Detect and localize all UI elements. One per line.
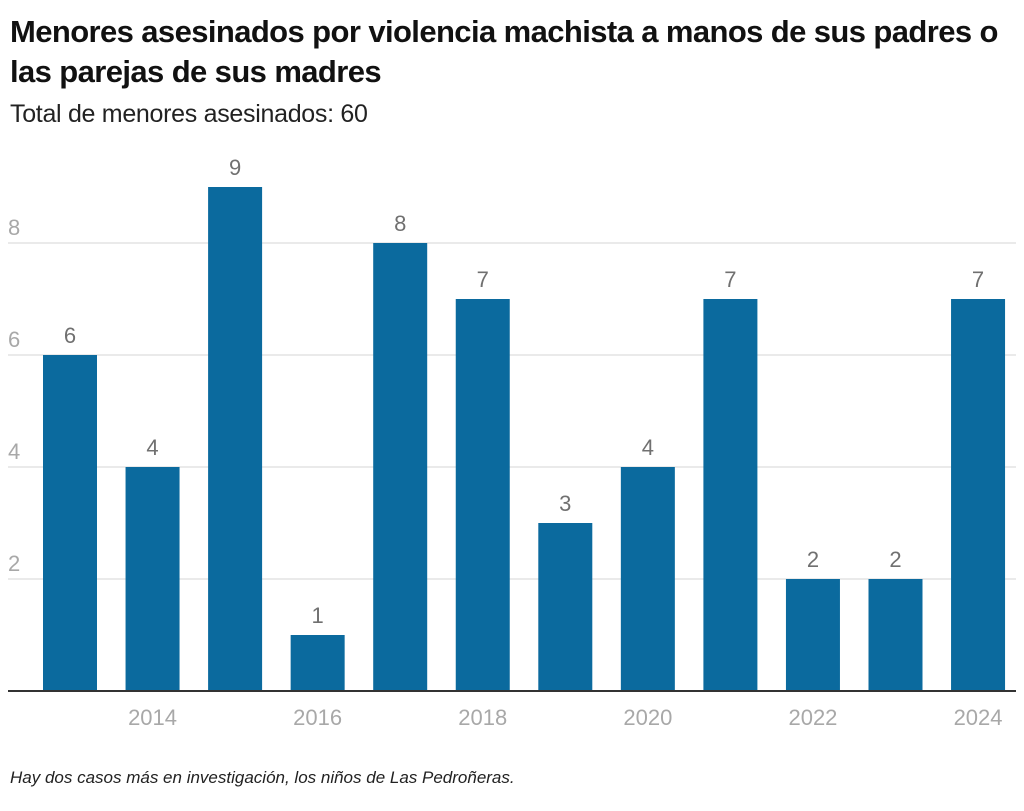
bar-2020	[620, 467, 675, 691]
x-tick-label: 2016	[293, 705, 342, 730]
bar-2015	[208, 187, 263, 691]
value-label-2017: 8	[394, 211, 406, 236]
y-tick-label: 2	[8, 551, 20, 576]
value-label-2023: 2	[889, 547, 901, 572]
bar-2023	[868, 579, 923, 691]
chart-title: Menores asesinados por violencia machist…	[10, 14, 998, 89]
y-tick-label: 4	[8, 439, 20, 464]
bar-2016	[290, 635, 345, 691]
footnote: Hay dos casos más en investigación, los …	[10, 768, 515, 787]
chart-subtitle: Total de menores asesinados: 60	[10, 100, 368, 128]
x-axis-ticks: 2014 2016 2018 2020 2022 2024	[128, 705, 1002, 730]
bar-2014	[125, 467, 180, 691]
y-tick-label: 6	[8, 327, 20, 352]
bar-2017	[373, 243, 428, 691]
bars	[43, 187, 1006, 691]
value-labels: 6 4 9 1 8 7 3 4 7 2 2 7	[64, 155, 984, 628]
bar-2019	[538, 523, 593, 691]
y-axis-ticks: 2 4 6 8	[8, 215, 20, 576]
bar-2021	[703, 299, 758, 691]
y-tick-label: 8	[8, 215, 20, 240]
x-tick-label: 2014	[128, 705, 177, 730]
value-label-2014: 4	[146, 435, 158, 460]
value-label-2019: 3	[559, 491, 571, 516]
value-label-2016: 1	[312, 603, 324, 628]
bar-2018	[455, 299, 510, 691]
bar-2022	[785, 579, 840, 691]
value-label-2015: 9	[229, 155, 241, 180]
x-tick-label: 2024	[954, 705, 1003, 730]
value-label-2022: 2	[807, 547, 819, 572]
bar-2013	[43, 355, 97, 691]
x-tick-label: 2020	[623, 705, 672, 730]
value-label-2018: 7	[477, 267, 489, 292]
bar-2024	[951, 299, 1006, 691]
x-tick-label: 2022	[788, 705, 837, 730]
value-label-2020: 4	[642, 435, 654, 460]
value-label-2021: 7	[724, 267, 736, 292]
x-tick-label: 2018	[458, 705, 507, 730]
value-label-2024: 7	[972, 267, 984, 292]
value-label-2013: 6	[64, 323, 76, 348]
